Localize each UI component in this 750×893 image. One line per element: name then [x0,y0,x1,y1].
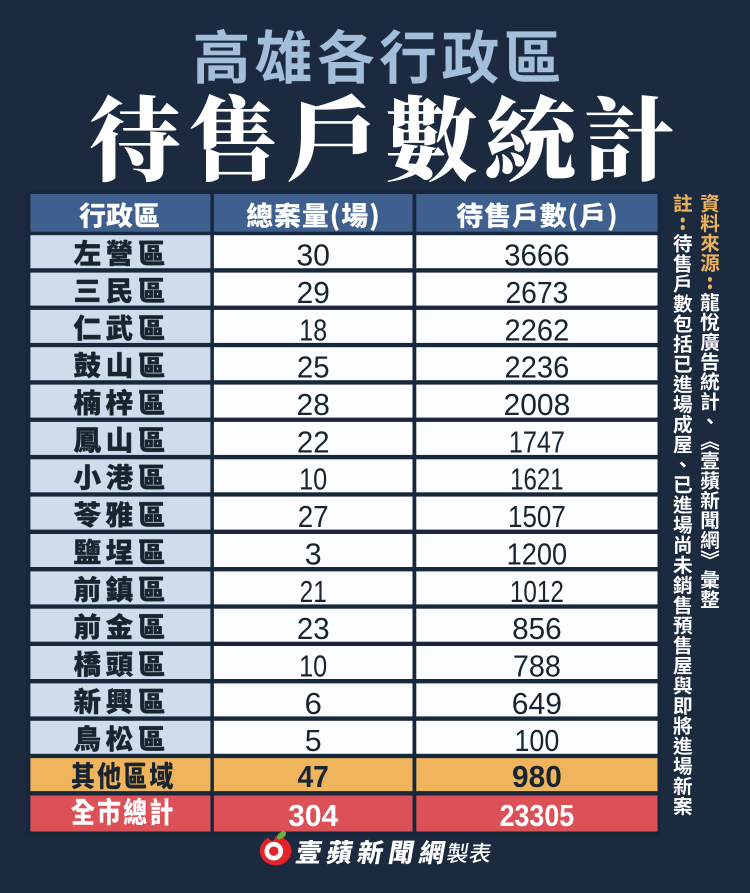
svg-text:304: 304 [288,799,338,833]
svg-text:25: 25 [297,351,330,385]
svg-text:22: 22 [297,425,330,459]
svg-text:21: 21 [300,575,327,609]
svg-text:10: 10 [299,649,327,683]
svg-text:788: 788 [513,649,561,683]
svg-text:28: 28 [297,388,330,422]
svg-text:100: 100 [515,724,560,758]
svg-text:23305: 23305 [500,799,575,833]
svg-text:1200: 1200 [507,537,568,571]
svg-text:6: 6 [305,687,322,721]
svg-text:18: 18 [299,313,327,347]
svg-text:23: 23 [297,612,330,646]
svg-text:856: 856 [512,612,562,646]
svg-text:47: 47 [297,760,329,794]
svg-text:5: 5 [305,724,322,758]
svg-text:1621: 1621 [510,463,564,497]
svg-text:2008: 2008 [504,388,571,422]
svg-text:649: 649 [512,687,562,721]
svg-text:29: 29 [297,276,330,310]
svg-text:1012: 1012 [510,575,564,609]
svg-text:1747: 1747 [509,425,565,459]
svg-text:3666: 3666 [504,239,570,273]
svg-text:3: 3 [305,537,322,571]
svg-text:2673: 2673 [505,276,568,310]
svg-text:2236: 2236 [505,351,570,385]
svg-text:10: 10 [299,463,327,497]
svg-text:2262: 2262 [505,313,570,347]
svg-text:27: 27 [298,500,329,534]
svg-text:980: 980 [512,760,562,794]
svg-text:30: 30 [296,239,330,273]
svg-text:1507: 1507 [508,500,566,534]
